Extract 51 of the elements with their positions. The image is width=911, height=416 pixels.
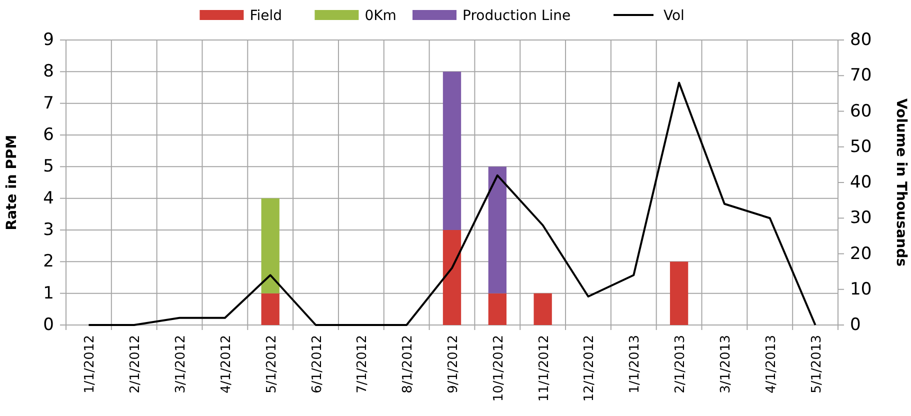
x-tick-label: 4/1/2013 xyxy=(764,335,779,394)
bar xyxy=(442,72,462,230)
y-tick-label: 4 xyxy=(43,188,54,208)
y2-tick-label: 40 xyxy=(850,172,872,192)
bar xyxy=(261,198,280,294)
legend-label: Vol xyxy=(664,8,684,24)
x-tick-label: 12/1/2012 xyxy=(582,335,598,402)
y2-tick-label: 50 xyxy=(850,136,872,157)
x-tick-label: 5/1/2013 xyxy=(809,335,824,394)
bar xyxy=(261,293,280,325)
y-tick-label: 3 xyxy=(43,220,54,240)
y2-axis-title: Volume in Thousands xyxy=(893,98,909,267)
y-tick-label: 6 xyxy=(43,125,54,145)
x-tick-label: 1/1/2013 xyxy=(628,335,643,394)
legend-label: Field xyxy=(250,8,282,24)
x-tick-label: 6/1/2012 xyxy=(310,335,325,394)
bar xyxy=(442,230,462,325)
y2-tick-label: 60 xyxy=(850,101,872,122)
x-tick-label: 9/1/2012 xyxy=(446,335,461,394)
x-tick-label: 4/1/2012 xyxy=(218,335,234,394)
x-tick-label: 5/1/2012 xyxy=(264,335,280,394)
line-series xyxy=(88,82,816,326)
legend-label: 0Km xyxy=(364,8,396,24)
legend-label: Production Line xyxy=(462,8,571,24)
x-tick-label: 1/1/2012 xyxy=(82,335,98,394)
y-tick-label: 8 xyxy=(43,62,54,82)
x-tick-label: 7/1/2012 xyxy=(355,335,370,394)
y2-tick-label: 70 xyxy=(850,66,872,86)
x-tick-label: 10/1/2012 xyxy=(491,335,506,402)
bar xyxy=(488,166,506,294)
y2-tick-label: 80 xyxy=(850,30,872,50)
x-tick-label: 8/1/2012 xyxy=(400,335,416,394)
y-tick-label: 5 xyxy=(43,156,54,177)
y2-tick-label: 30 xyxy=(850,208,872,228)
y-axis-title: Rate in PPM xyxy=(4,134,20,230)
bar xyxy=(534,293,552,325)
bar xyxy=(670,262,688,325)
y2-tick-label: 10 xyxy=(850,279,872,300)
x-tick-label: 2/1/2013 xyxy=(673,335,688,394)
y2-tick-label: 20 xyxy=(850,244,872,264)
x-tick-label: 3/1/2012 xyxy=(174,335,189,394)
y2-tick-label: 0 xyxy=(850,315,861,335)
x-tick-label: 11/1/2012 xyxy=(536,335,552,402)
x-tick-label: 2/1/2012 xyxy=(128,335,144,394)
y-tick-label: 9 xyxy=(43,30,54,50)
y-tick-label: 7 xyxy=(43,93,54,114)
bar xyxy=(488,293,506,325)
y-tick-label: 1 xyxy=(43,283,54,304)
x-tick-label: 3/1/2013 xyxy=(718,335,734,394)
y-tick-label: 0 xyxy=(43,315,54,335)
y-tick-label: 2 xyxy=(43,252,54,272)
